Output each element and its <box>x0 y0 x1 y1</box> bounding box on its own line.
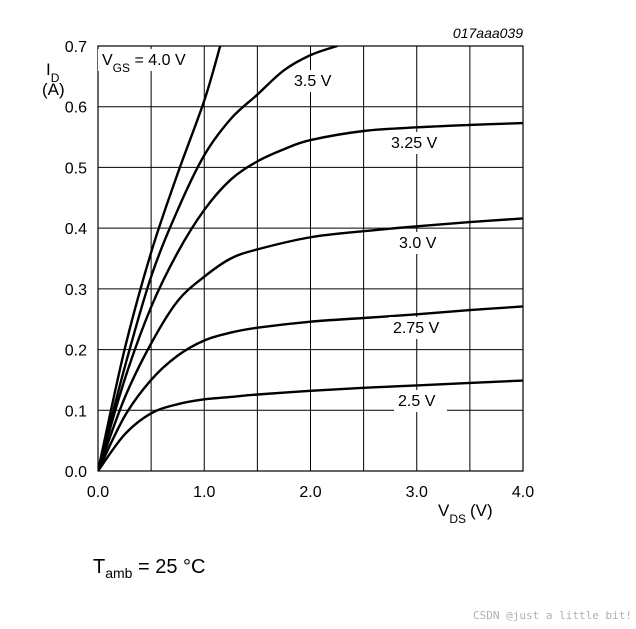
curve-label-5: 2.5 V <box>398 393 436 410</box>
series-line-0 <box>98 46 222 471</box>
curve-label-bg <box>389 317 451 339</box>
series-line-2 <box>98 121 523 471</box>
series-line-4 <box>98 305 523 471</box>
curve-labels: VGS = 4.0 V 3.5 V 3.25 V 3.0 V 2.75 V 2.5 V <box>98 49 451 412</box>
series-line-3 <box>98 217 523 471</box>
figure-id: 017aaa039 <box>453 25 523 41</box>
curve-label-2: 3.25 V <box>391 135 438 152</box>
x-tick-label: 4.0 <box>512 484 534 501</box>
curve-label-bg <box>394 390 447 412</box>
y-axis-unit: (A) <box>42 80 65 99</box>
y-axis-label: ID <box>46 60 60 85</box>
x-tick-label: 1.0 <box>193 484 215 501</box>
curve-label-bg <box>387 132 449 154</box>
y-tick-label: 0.3 <box>65 282 87 299</box>
tick-labels: 0.0 1.0 2.0 3.0 4.0 0.0 0.1 0.2 0.3 0.4 0.5 0.6 0.7 <box>65 39 534 501</box>
curve-label-1: 3.5 V <box>294 73 332 90</box>
y-tick-label: 0.4 <box>65 221 87 238</box>
watermark: CSDN @just a little bit! <box>473 609 632 622</box>
curve-label-bg <box>98 49 202 71</box>
y-tick-label: 0.7 <box>65 39 87 56</box>
x-tick-label: 0.0 <box>87 484 109 501</box>
ambient-temperature-note: Tamb = 25 °C <box>93 556 206 581</box>
y-tick-label: 0.6 <box>65 100 87 117</box>
y-tick-label: 0.2 <box>65 343 87 360</box>
y-tick-label: 0.5 <box>65 160 87 177</box>
series-line-1 <box>98 46 339 471</box>
x-tick-label: 2.0 <box>299 484 321 501</box>
x-axis-label: VDS (V) <box>438 501 493 526</box>
y-tick-label: 0.1 <box>65 403 87 420</box>
curve-label-bg <box>290 70 343 92</box>
curve-label-3: 3.0 V <box>399 235 437 252</box>
series-line-5 <box>98 379 523 471</box>
plot-frame <box>97 45 524 472</box>
curve-label-4: 2.75 V <box>393 320 440 337</box>
curve-label-0: VGS = 4.0 V <box>102 52 186 75</box>
curves <box>98 46 523 471</box>
y-tick-label: 0.0 <box>65 464 87 481</box>
grid <box>97 45 524 472</box>
x-tick-label: 3.0 <box>406 484 428 501</box>
curve-label-bg <box>395 232 448 254</box>
